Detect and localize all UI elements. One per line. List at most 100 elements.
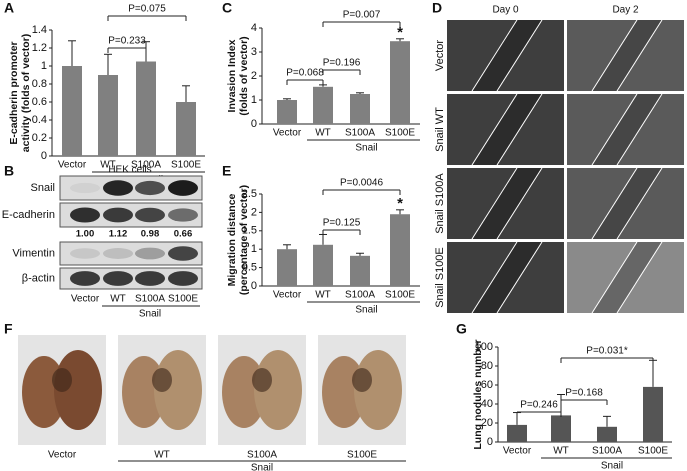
column-label: Day 2 <box>612 5 639 16</box>
wound-edge <box>471 19 518 92</box>
p-value: P=0.031* <box>586 346 628 357</box>
p-value: P=0.233 <box>108 36 146 47</box>
y-axis-label: Invasion Index <box>226 39 238 112</box>
x-tick-label: WT <box>315 128 331 139</box>
blot-band <box>135 271 165 286</box>
blot-band <box>168 208 198 222</box>
wound-edge <box>496 19 543 92</box>
p-value: P=0.068 <box>286 68 324 79</box>
wound-edge <box>591 167 638 240</box>
wound-gap <box>472 242 542 313</box>
p-value: P=0.168 <box>565 388 603 399</box>
bar <box>643 386 663 442</box>
panel-letter: D <box>432 0 442 16</box>
wound-edge <box>616 19 663 92</box>
wound-edge <box>471 241 518 314</box>
significance-star: * <box>397 195 403 212</box>
bar <box>98 75 118 156</box>
blot-band <box>103 207 133 223</box>
wound-edge <box>496 167 543 240</box>
bar <box>277 100 297 124</box>
group-label: Snail <box>139 309 161 320</box>
error-bar <box>283 98 291 100</box>
y-tick-label: 1 <box>251 243 257 255</box>
p-value: P=0.0046 <box>340 178 384 189</box>
lung-spot <box>252 368 272 392</box>
y-tick-label: 1.2 <box>32 42 47 54</box>
error-bar <box>356 252 364 256</box>
bar <box>176 102 196 156</box>
y-tick-label: 40 <box>481 398 493 410</box>
p-value: P=0.246 <box>520 400 558 411</box>
x-tick-label: S100E <box>171 160 201 171</box>
blot-band <box>135 207 165 223</box>
y-axis-label: Lung nodules number <box>472 339 484 449</box>
y-tick-label: 0 <box>251 280 257 292</box>
error-bar <box>68 40 76 66</box>
x-tick-label: S100E <box>638 446 668 457</box>
group-label: Snail <box>355 143 377 154</box>
panel-letter: E <box>222 163 231 179</box>
wound-edge <box>496 241 543 314</box>
wound-image <box>567 94 684 165</box>
blot-title: HEK cells <box>108 165 151 176</box>
y-tick-label: 4 <box>251 22 257 34</box>
bar <box>277 249 297 286</box>
wound-edge <box>591 241 638 314</box>
bar <box>551 415 571 442</box>
error-bar <box>283 244 291 250</box>
panel-letter: G <box>456 321 467 337</box>
blot-strip <box>59 241 203 266</box>
x-tick-label: S100E <box>385 128 415 139</box>
lane-label: Vector <box>71 294 100 305</box>
blot-band <box>135 247 165 260</box>
y-axis-label: activity (folds of vector) <box>20 34 32 152</box>
wound-gap <box>592 20 662 91</box>
bar <box>136 61 156 156</box>
error-bar <box>104 53 112 75</box>
blot-quantification: 1.00 <box>76 229 95 240</box>
blot-band <box>70 271 100 286</box>
y-tick-label: 1 <box>41 60 47 72</box>
bar <box>390 41 410 125</box>
p-value: P=0.196 <box>323 58 361 69</box>
x-tick-label: Vector <box>273 128 302 139</box>
blot-band <box>103 180 133 196</box>
wound-image <box>567 242 684 313</box>
wound-edge <box>591 93 638 166</box>
x-tick-label: S100E <box>385 290 415 301</box>
bar <box>507 424 527 442</box>
lung-spot <box>352 368 372 392</box>
lung-spot <box>52 368 72 392</box>
panel-letter: B <box>4 163 14 179</box>
error-bar <box>396 209 404 215</box>
blot-band <box>70 248 100 259</box>
group-label: Snail <box>355 305 377 316</box>
y-axis-label: (percentage of vector) <box>238 185 250 295</box>
wound-gap <box>592 168 662 239</box>
y-tick-label: 80 <box>481 360 493 372</box>
lane-label: Vector <box>48 450 77 461</box>
x-tick-label: WT <box>100 160 116 171</box>
blot-band <box>70 182 100 194</box>
blot-row-label: Vimentin <box>12 247 55 259</box>
y-tick-label: 3 <box>251 46 257 58</box>
p-value: P=0.075 <box>128 4 166 15</box>
lane-label: S100A <box>247 450 277 461</box>
y-tick-label: 2.5 <box>242 188 257 200</box>
bar <box>313 86 333 124</box>
lung-spot <box>152 368 172 392</box>
group-label: Snail <box>251 463 273 471</box>
wound-edge <box>616 241 663 314</box>
significance-star: * <box>397 24 403 41</box>
wound-edge <box>616 93 663 166</box>
group-label: Snail <box>601 461 623 471</box>
wound-edge <box>616 167 663 240</box>
x-tick-label: WT <box>553 446 569 457</box>
x-tick-label: Vector <box>58 160 87 171</box>
y-axis-label: Migration distance <box>226 193 238 286</box>
error-bar <box>603 415 611 427</box>
blot-band <box>103 248 133 259</box>
x-tick-label: Vector <box>273 290 302 301</box>
